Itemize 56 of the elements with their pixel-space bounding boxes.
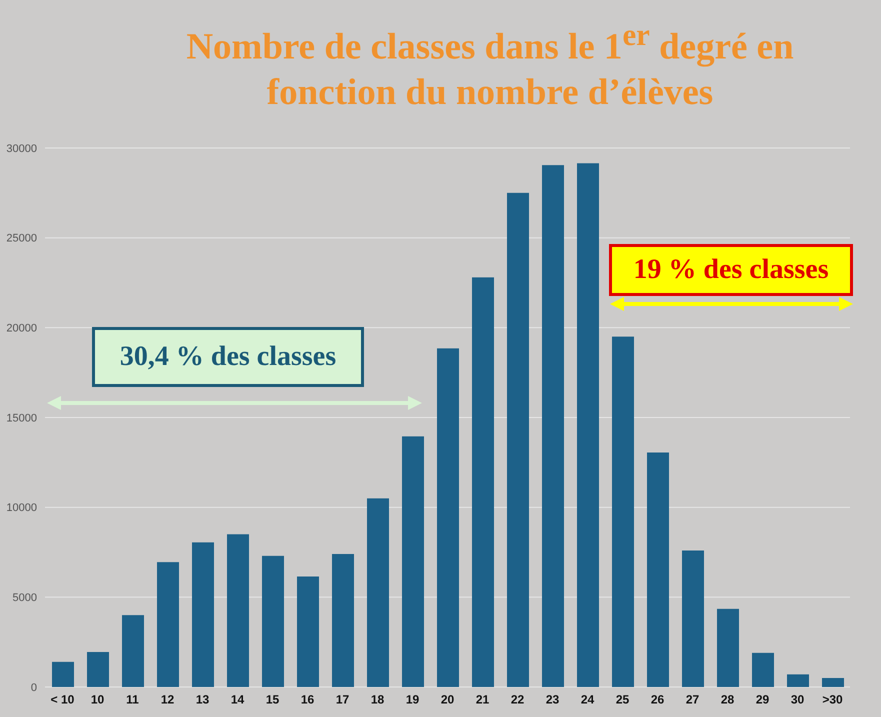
x-tick-label: 30 xyxy=(790,692,804,707)
x-tick-label: 28 xyxy=(720,692,734,707)
bar xyxy=(472,277,494,687)
x-tick-label: 20 xyxy=(440,692,454,707)
bar xyxy=(192,542,214,687)
x-tick-label: 18 xyxy=(370,692,384,707)
x-tick-label: 29 xyxy=(756,692,770,707)
x-tick-label: 23 xyxy=(546,692,560,707)
x-tick-label: < 10 xyxy=(50,692,75,707)
y-tick-label: 25000 xyxy=(6,232,37,245)
x-tick-label: 12 xyxy=(160,692,174,707)
x-tick-label: 14 xyxy=(230,692,244,707)
bar xyxy=(122,615,144,687)
bar xyxy=(297,576,319,687)
x-tick-label: 10 xyxy=(90,692,104,707)
y-tick-label: 30000 xyxy=(6,142,37,155)
bar xyxy=(52,662,74,687)
bar xyxy=(717,608,739,687)
x-tick-label: 13 xyxy=(196,692,210,707)
bar xyxy=(612,336,634,687)
x-tick-label: 19 xyxy=(406,692,420,707)
y-tick-label: 20000 xyxy=(6,322,37,335)
bar xyxy=(577,163,599,687)
x-tick-label: 25 xyxy=(616,692,630,707)
bar xyxy=(542,165,564,687)
x-tick-label: 15 xyxy=(266,692,280,707)
bar xyxy=(822,678,844,687)
x-tick-label: 27 xyxy=(686,692,700,707)
y-tick-label: 0 xyxy=(30,682,37,694)
annotation: 19 % des classes xyxy=(609,244,853,296)
x-tick-label: 24 xyxy=(580,692,594,707)
bar xyxy=(507,192,529,687)
x-tick-label: 22 xyxy=(510,692,524,707)
bar xyxy=(787,674,809,687)
x-tick-label: >30 xyxy=(822,692,843,707)
bar xyxy=(682,550,704,687)
bar xyxy=(402,436,424,687)
x-tick-label: 17 xyxy=(336,692,350,707)
bar xyxy=(157,562,179,687)
bar xyxy=(437,348,459,687)
y-tick-label: 15000 xyxy=(6,412,37,424)
x-tick-label: 16 xyxy=(300,692,314,707)
bar xyxy=(262,556,284,687)
bar xyxy=(227,534,249,687)
bar xyxy=(87,652,109,687)
chart-title: Nombre de classes dans le 1$^{er}$ degré en fonction du nombre d’élèves xyxy=(185,17,795,116)
bar xyxy=(647,452,669,687)
x-tick-label: 21 xyxy=(476,692,490,707)
bar xyxy=(367,498,389,687)
y-tick-label: 5000 xyxy=(12,592,37,604)
annotation: 30,4 % des classes xyxy=(92,327,364,387)
bar xyxy=(752,652,774,687)
y-tick-label: 10000 xyxy=(6,502,37,514)
x-tick-label: 26 xyxy=(650,692,664,707)
bar xyxy=(332,554,354,687)
x-tick-label: 11 xyxy=(126,692,140,707)
